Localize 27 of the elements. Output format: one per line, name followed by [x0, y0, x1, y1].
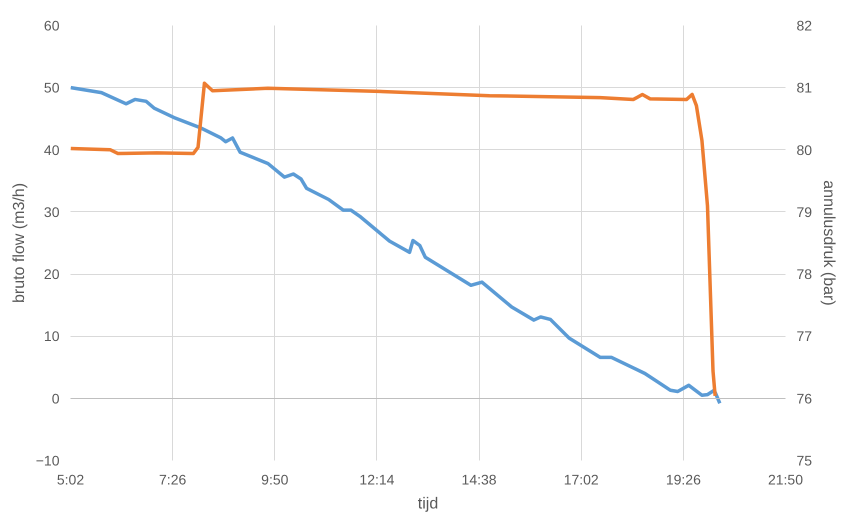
- x-tick-label: 19:26: [666, 472, 702, 488]
- y2-tick-label: 75: [796, 452, 812, 468]
- y-tick-label: 10: [44, 328, 60, 344]
- y2-tick-label: 80: [796, 142, 812, 158]
- y-tick-label: −10: [36, 452, 60, 468]
- y-tick-label: 30: [44, 204, 60, 220]
- x-tick-label: 5:02: [56, 472, 84, 488]
- y-tick-label: 50: [44, 80, 60, 96]
- x-tick-label: 12:14: [359, 472, 395, 488]
- y-axis-title: bruto flow (m3/h): [10, 182, 28, 304]
- y2-tick-label: 76: [796, 390, 812, 406]
- y2-tick-label: 81: [796, 80, 812, 96]
- y-tick-label: 0: [52, 390, 60, 406]
- x-tick-label: 14:38: [462, 472, 497, 488]
- y-tick-label: 40: [44, 142, 60, 158]
- x-tick-label: 9:50: [261, 472, 289, 488]
- y2-tick-label: 78: [796, 266, 812, 282]
- x-axis-title: tijd: [418, 496, 438, 512]
- y-tick-label: 20: [44, 266, 60, 282]
- y2-tick-label: 79: [796, 204, 812, 220]
- y2-tick-label: 77: [796, 328, 812, 344]
- y2-tick-label: 82: [796, 18, 812, 34]
- y-tick-label: 60: [44, 18, 60, 34]
- y2-axis-title: annulusdruk (bar): [820, 180, 838, 306]
- x-tick-label: 21:50: [768, 472, 804, 488]
- x-tick-label: 17:02: [564, 472, 599, 488]
- x-tick-label: 7:26: [159, 472, 186, 488]
